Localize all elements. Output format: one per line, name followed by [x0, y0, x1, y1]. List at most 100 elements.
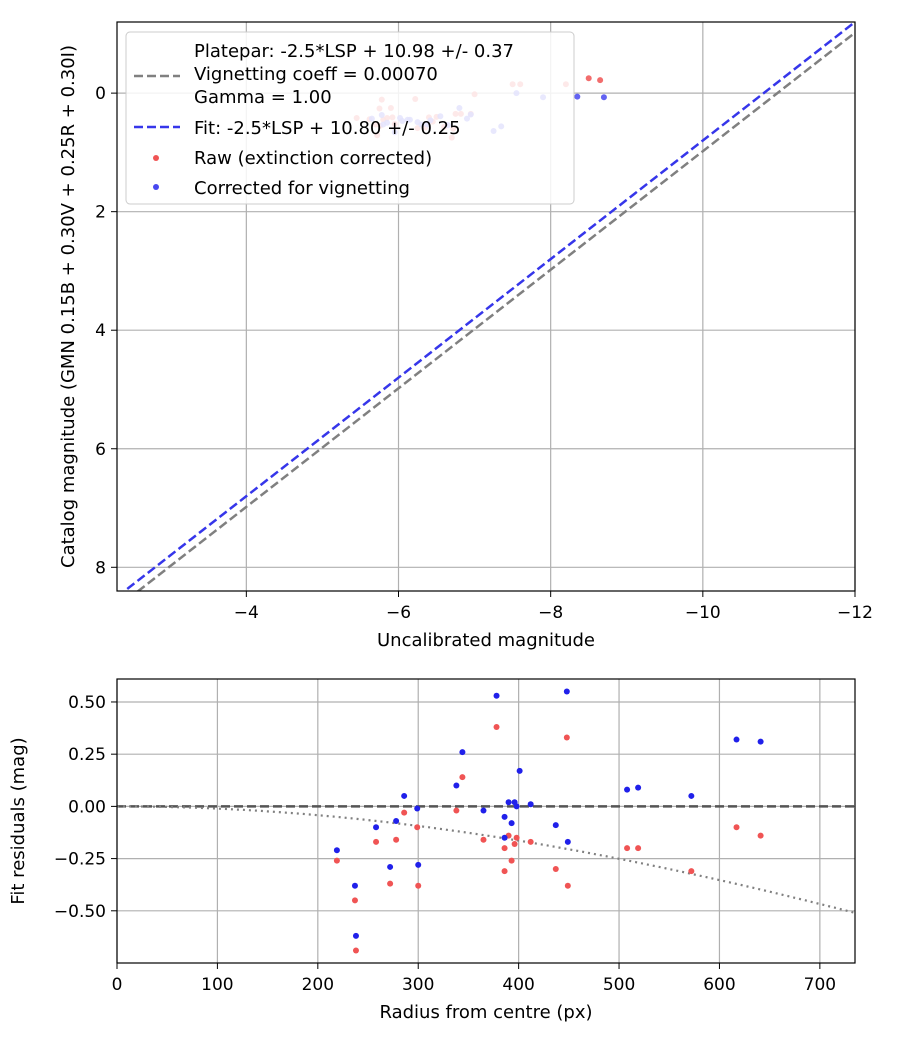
corrected-point	[733, 736, 740, 743]
legend-raw-marker	[153, 155, 159, 161]
raw-point	[453, 807, 460, 814]
corrected-point	[513, 803, 520, 810]
bottom-axes-frame	[116, 678, 856, 964]
corrected-point	[600, 94, 607, 101]
y-tick-label: 0.25	[68, 745, 106, 765]
y-tick-label: −0.25	[54, 850, 106, 870]
vignetting-curve-line	[117, 805, 855, 914]
raw-point	[387, 880, 394, 887]
x-tick-label: 400	[502, 975, 534, 995]
y-tick-label: 8	[95, 558, 106, 578]
legend-box	[125, 31, 575, 205]
raw-point	[513, 834, 520, 841]
raw-point	[501, 845, 508, 852]
legend-vignetting: Vignetting coeff = 0.00070	[194, 64, 438, 85]
bottom-lines	[117, 805, 855, 914]
raw-point	[635, 845, 642, 852]
corrected-point	[387, 863, 394, 870]
y-tick-label: 6	[95, 440, 106, 460]
corrected-point	[501, 813, 508, 820]
bottom-y-axis-label: Fit residuals (mag)	[8, 737, 29, 904]
corrected-point	[459, 749, 466, 756]
top-x-ticks: −4 −6 −8 −10 −12	[234, 591, 873, 623]
bottom-grid	[116, 679, 855, 963]
raw-point	[459, 774, 466, 781]
bottom-y-ticks: 0.50 0.25 0.00 −0.25 −0.50	[54, 693, 117, 922]
corrected-point	[635, 784, 642, 791]
corrected-point	[564, 838, 571, 845]
raw-point	[624, 845, 631, 852]
raw-point	[757, 832, 764, 839]
raw-point	[351, 897, 358, 904]
raw-point	[552, 866, 559, 873]
x-tick-label: 600	[703, 975, 735, 995]
legend-gamma: Gamma = 1.00	[194, 87, 332, 108]
corrected-point	[393, 818, 400, 824]
x-tick-label: −10	[685, 603, 721, 623]
corrected-point	[333, 847, 340, 854]
legend-platepar: Platepar: -2.5*LSP + 10.98 +/- 0.37	[194, 41, 514, 62]
y-tick-label: 0	[95, 84, 106, 104]
bottom-scatter-points	[333, 688, 764, 954]
corrected-point	[508, 820, 515, 827]
top-x-axis-label: Uncalibrated magnitude	[377, 630, 595, 651]
corrected-point	[552, 822, 559, 829]
top-axes-frame	[116, 21, 856, 592]
raw-point	[415, 882, 422, 889]
x-tick-label: 100	[201, 975, 233, 995]
bottom-x-ticks: 0 100 200 300 400 500 600 700	[112, 963, 836, 995]
calibration-panel: −4 −6 −8 −10 −12 0 2 4 6 8 Uncalibrated magnitud…	[58, 21, 873, 651]
x-tick-label: −12	[837, 603, 873, 623]
corrected-point	[624, 786, 631, 793]
raw-point	[597, 77, 604, 84]
raw-point	[563, 734, 570, 741]
residuals-panel: 0 100 200 300 400 500 600 700 0.50 0.25 0.00 −0.25…	[8, 678, 856, 1023]
raw-point	[511, 840, 518, 847]
corrected-point	[415, 861, 422, 868]
legend: Platepar: -2.5*LSP + 10.98 +/- 0.37 Vign…	[125, 31, 575, 205]
legend-fit: Fit: -2.5*LSP + 10.80 +/- 0.25	[194, 118, 461, 139]
raw-point	[527, 838, 534, 845]
legend-corrected: Corrected for vignetting	[194, 178, 410, 199]
corrected-point	[501, 834, 508, 841]
x-tick-label: −8	[538, 603, 563, 623]
y-tick-label: 0.50	[68, 693, 106, 713]
corrected-point	[574, 93, 581, 100]
corrected-point	[493, 692, 500, 699]
raw-point	[352, 947, 359, 954]
x-tick-label: 0	[112, 975, 123, 995]
raw-point	[480, 836, 487, 843]
x-tick-label: 200	[302, 975, 334, 995]
y-tick-label: 0.00	[68, 797, 106, 817]
raw-point	[501, 868, 508, 875]
corrected-point	[688, 792, 695, 799]
y-tick-label: −0.50	[54, 902, 106, 922]
x-tick-label: 500	[603, 975, 635, 995]
corrected-point	[373, 824, 380, 831]
corrected-point	[351, 882, 358, 889]
corrected-point	[480, 807, 487, 814]
y-tick-label: 2	[95, 203, 106, 223]
x-tick-label: 300	[402, 975, 434, 995]
top-y-ticks: 0 2 4 6 8	[95, 84, 117, 578]
raw-point	[414, 824, 421, 831]
legend-corrected-marker	[153, 184, 159, 190]
bottom-x-axis-label: Radius from centre (px)	[379, 1002, 592, 1023]
x-tick-label: −4	[234, 603, 259, 623]
raw-point	[508, 857, 515, 864]
raw-point	[564, 882, 571, 889]
x-tick-label: −6	[386, 603, 411, 623]
corrected-point	[352, 932, 359, 939]
corrected-point	[505, 799, 512, 806]
corrected-point	[453, 782, 460, 789]
corrected-point	[757, 738, 764, 745]
raw-point	[688, 868, 695, 875]
raw-point	[373, 838, 380, 845]
corrected-point	[414, 805, 421, 812]
y-tick-label: 4	[95, 321, 106, 341]
raw-point	[733, 824, 740, 831]
corrected-point	[516, 767, 523, 774]
top-y-axis-label: Catalog magnitude (GMN 0.15B + 0.30V + 0…	[58, 45, 79, 568]
corrected-point	[527, 801, 534, 808]
